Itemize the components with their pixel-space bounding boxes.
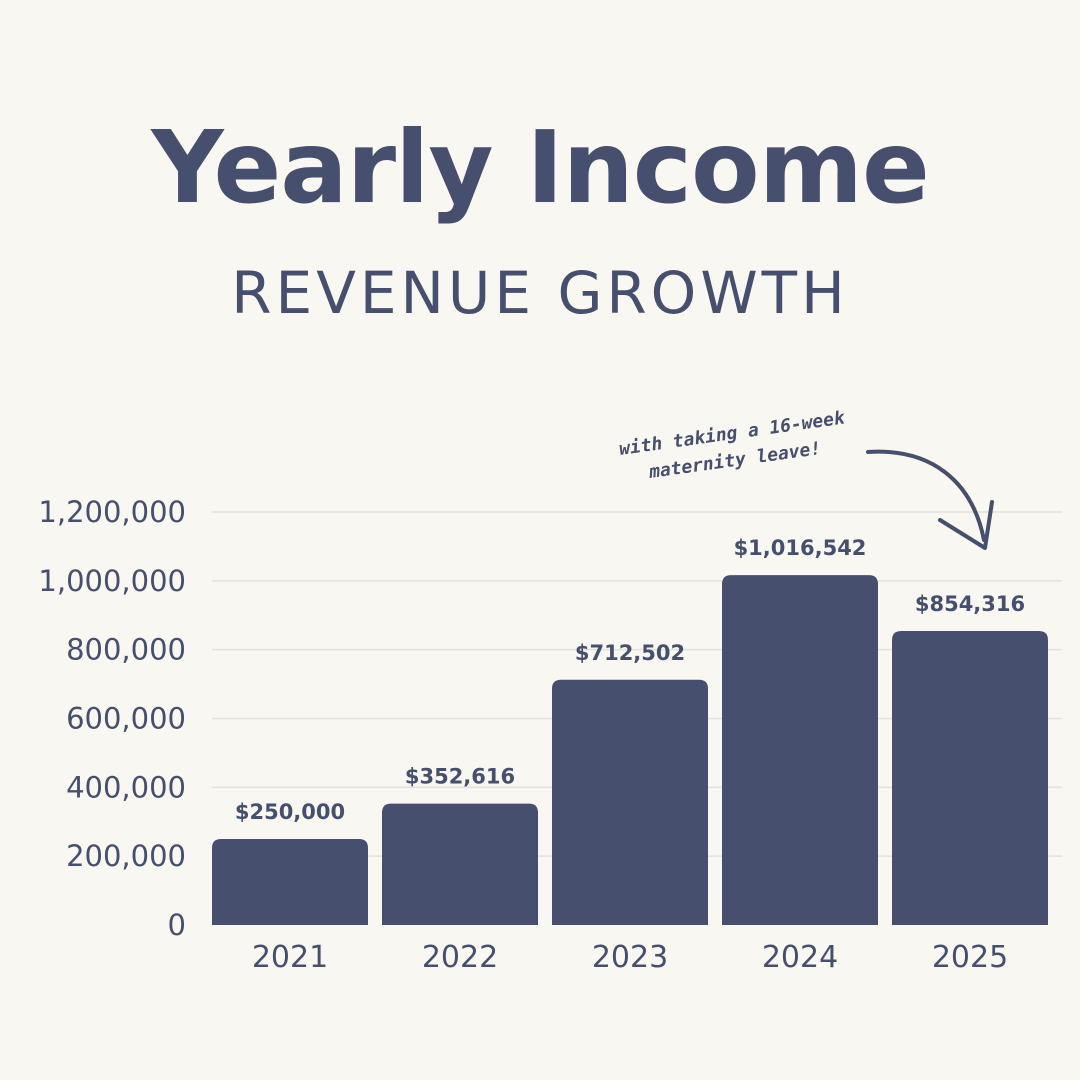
y-tick-label: 0 (168, 908, 186, 942)
x-tick-label: 2022 (422, 940, 498, 975)
bar-value-label: $854,316 (915, 592, 1025, 616)
chart-subtitle: REVENUE GROWTH (231, 259, 849, 327)
bar-2022 (382, 803, 538, 925)
x-axis-tick-labels: 2021 2022 2023 2024 2025 (252, 940, 1008, 975)
y-tick-label: 200,000 (66, 839, 186, 873)
y-axis-tick-labels: 0 200,000 400,000 600,000 800,000 1,000,000 1,… (38, 495, 186, 942)
annotation-arrow-head (938, 500, 994, 550)
bar-value-label: $352,616 (405, 765, 515, 789)
x-tick-label: 2024 (762, 940, 838, 975)
bar-2025 (892, 630, 1048, 925)
y-tick-label: 800,000 (66, 633, 186, 667)
bar-2024 (722, 575, 878, 925)
bar-2021 (212, 838, 368, 925)
bar-value-labels: $250,000 $352,616 $712,502 $1,016,542 $854,3… (235, 536, 1025, 824)
chart-title: Yearly Income (151, 109, 930, 226)
y-tick-label: 1,000,000 (38, 564, 186, 598)
y-tick-label: 1,200,000 (38, 495, 186, 529)
y-tick-label: 600,000 (66, 702, 186, 736)
bar-value-label: $712,502 (575, 641, 685, 665)
bars (212, 575, 1048, 925)
x-tick-label: 2023 (592, 940, 668, 975)
annotation: with taking a 16-week maternity leave! (618, 407, 994, 550)
bar-value-label: $250,000 (235, 800, 345, 824)
bar-value-label: $1,016,542 (734, 536, 867, 560)
bar-2023 (552, 679, 708, 925)
x-tick-label: 2021 (252, 940, 328, 975)
annotation-arrow (866, 449, 986, 542)
y-tick-label: 400,000 (66, 770, 186, 804)
x-tick-label: 2025 (932, 940, 1008, 975)
